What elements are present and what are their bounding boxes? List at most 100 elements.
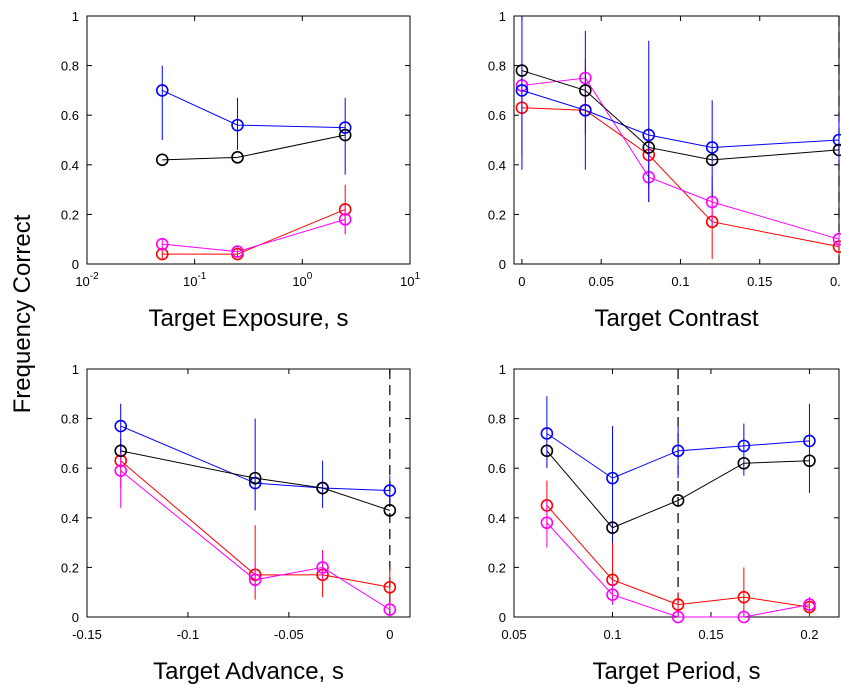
x-tick-label-base: -0.05 [274, 627, 304, 642]
data-point [316, 481, 329, 495]
y-tick-label: 0.8 [488, 59, 506, 74]
x-tick-label-base: -0.15 [72, 627, 102, 642]
panel-advance: 0 0.2 0.4 0.6 0.8 1 -0.15 -0.1 -0.05 0 Target Adva… [61, 362, 411, 685]
data-point [383, 484, 397, 497]
y-tick-label: 0.6 [61, 108, 79, 123]
x-tick-label: 100 [292, 271, 312, 289]
data-point [671, 610, 685, 624]
data-point [671, 494, 685, 507]
y-tick-label: 0.2 [488, 207, 506, 222]
data-point [316, 561, 329, 574]
data-point [248, 471, 262, 485]
y-tick-label: 0.4 [488, 158, 506, 173]
data-point [705, 153, 719, 167]
x-tick-label-exponent: 0 [307, 271, 313, 282]
data-point [705, 141, 719, 154]
x-tick-label: 10-1 [183, 271, 207, 289]
data-point [383, 580, 397, 594]
data-point [606, 588, 619, 601]
x-tick-label: 0.05 [501, 627, 526, 642]
data-point [231, 151, 244, 164]
x-tick-label: -0.15 [72, 627, 102, 642]
data-point [803, 454, 816, 468]
data-point [737, 590, 751, 604]
series-line [120, 425, 390, 492]
x-tick-label: 0.05 [589, 274, 614, 289]
y-tick-label: 0.2 [488, 560, 506, 575]
x-tick-label: -0.1 [177, 627, 199, 642]
x-tick-label-base: 10 [292, 274, 306, 289]
series-line [521, 77, 840, 240]
y-tick-label: 0.2 [61, 207, 79, 222]
data-point [737, 610, 751, 624]
series-line [162, 89, 346, 129]
y-tick-label: 0 [72, 610, 79, 625]
figure-y-axis-label: Frequency Correct [9, 214, 36, 413]
series-1 [540, 500, 816, 624]
data-point [231, 118, 244, 132]
y-tick-label: 0.6 [61, 461, 79, 476]
series-line [546, 433, 810, 479]
data-point [832, 143, 841, 157]
x-tick-label: 10-2 [75, 271, 99, 289]
x-tick-label-base: 0.15 [698, 627, 723, 642]
x-tick-label: 0.1 [671, 274, 689, 289]
series-0 [515, 85, 841, 260]
x-tick-label: -0.05 [274, 627, 304, 642]
data-point [737, 456, 751, 470]
series-line [546, 505, 810, 608]
series-line [162, 218, 346, 253]
y-tick-label: 0.6 [488, 108, 506, 123]
x-tick-label: 0.2 [800, 627, 818, 642]
x-tick-label-base: 0.15 [747, 274, 772, 289]
x-tick-label-base: 0.1 [671, 274, 689, 289]
series-line [120, 450, 390, 511]
y-tick-label: 0 [499, 610, 506, 625]
series-line [162, 134, 346, 161]
axes-box-exposure [86, 15, 411, 265]
series-3 [515, 64, 841, 167]
data-point [540, 427, 554, 440]
series-1 [155, 204, 352, 258]
series-line [521, 89, 840, 148]
data-point [606, 471, 619, 485]
y-tick-label: 0.6 [488, 461, 506, 476]
x-tick-label-exponent: 1 [414, 271, 420, 282]
x-axis-label-contrast: Target Contrast [594, 305, 758, 332]
series-line [162, 208, 346, 255]
axes-box-period [513, 368, 840, 618]
series-1 [515, 58, 841, 247]
x-tick-label: 0.2 [830, 274, 841, 289]
x-axis-label-period: Target Period, s [592, 658, 760, 685]
x-tick-label-base: 10 [183, 274, 197, 289]
x-tick-label-base: 0.2 [830, 274, 841, 289]
x-tick-label-base: 10 [75, 274, 89, 289]
data-point [155, 84, 169, 97]
x-tick-label-exponent: -2 [90, 271, 99, 282]
data-point [579, 84, 592, 97]
x-tick-label: 101 [400, 271, 420, 289]
data-point [248, 573, 262, 587]
data-point [671, 598, 685, 611]
data-point [338, 121, 352, 134]
data-point [579, 103, 592, 117]
data-point [515, 64, 529, 77]
data-point [383, 603, 397, 616]
data-point [803, 434, 816, 448]
series-2 [515, 16, 841, 202]
data-point [832, 232, 841, 246]
series-3 [114, 444, 397, 517]
data-point [540, 516, 554, 530]
data-point [114, 419, 128, 433]
x-axis-label-advance: Target Advance, s [153, 658, 344, 685]
y-tick-label: 0.4 [61, 511, 79, 526]
series-line [521, 107, 840, 248]
series-line [120, 460, 390, 588]
y-tick-label: 0 [499, 257, 506, 272]
data-point [642, 141, 656, 154]
data-point [338, 213, 352, 226]
data-point [832, 133, 841, 147]
x-tick-label: 0.1 [603, 627, 621, 642]
data-point [515, 84, 529, 97]
